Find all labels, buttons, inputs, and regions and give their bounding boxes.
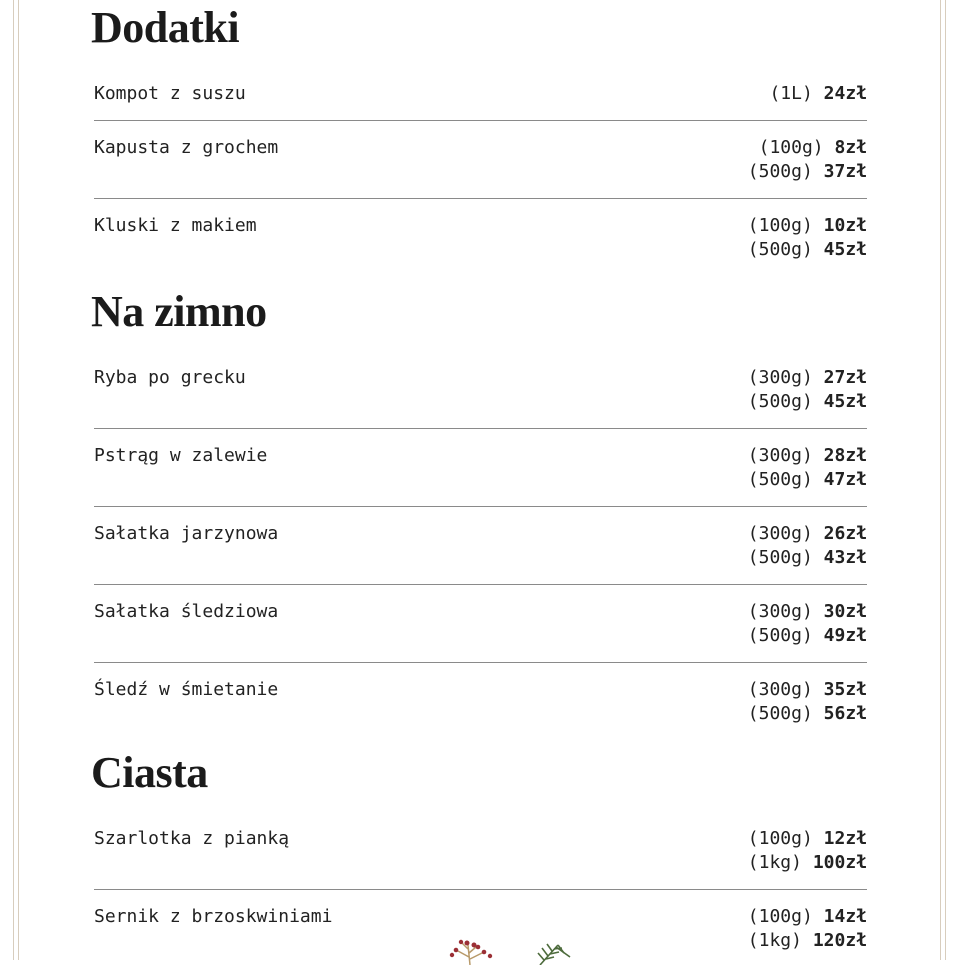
price-value: 100zł [812,852,867,873]
portion-size: (500g) [747,391,813,412]
item-name: Kompot z suszu [94,83,246,104]
menu-item: Śledź w śmietanie (300g) 35zł (500g) 56zł [94,663,867,740]
price-line: (1kg) 100zł [748,851,867,875]
portion-size: (500g) [747,625,813,646]
item-name: Sałatka śledziowa [94,601,279,622]
section-heading: Na zimno [91,287,267,336]
price-line: (500g) 49zł [748,624,867,648]
price-line: (100g) 8zł [748,136,867,160]
price-value: 8zł [834,137,867,158]
page-border-right-outer [945,0,946,960]
price-value: 45zł [823,391,867,412]
item-prices: (100g) 12zł (1kg) 100zł [748,827,867,875]
price-value: 47zł [823,469,867,490]
item-prices: (300g) 35zł (500g) 56zł [748,678,867,726]
price-line: (300g) 30zł [748,600,867,624]
menu-item: Pstrąg w zalewie (300g) 28zł (500g) 47zł [94,429,867,507]
page-border-right-inner [940,0,941,960]
menu-item: Sałatka śledziowa (300g) 30zł (500g) 49zł [94,585,867,663]
item-name: Kapusta z grochem [94,137,279,158]
price-line: (500g) 47zł [748,468,867,492]
price-value: 43zł [823,547,867,568]
portion-size: (100g) [747,215,813,236]
item-prices: (100g) 14zł (1kg) 120zł [748,905,867,953]
item-prices: (100g) 8zł (500g) 37zł [748,136,867,184]
portion-size: (500g) [747,469,813,490]
item-name: Szarlotka z pianką [94,828,290,849]
portion-size: (500g) [747,239,813,260]
price-value: 26zł [823,523,867,544]
price-value: 30zł [823,601,867,622]
price-value: 37zł [823,161,867,182]
price-line: (500g) 45zł [748,390,867,414]
portion-size: (100g) [758,137,824,158]
price-value: 12zł [823,828,867,849]
price-line: (300g) 28zł [748,444,867,468]
price-value: 14zł [823,906,867,927]
price-value: 24zł [823,83,867,104]
menu-section: Dodatki Kompot z suszu (1L) 24zł Kapusta… [91,0,867,276]
price-line: (100g) 14zł [748,905,867,929]
menu-item: Kompot z suszu (1L) 24zł [94,67,867,121]
page-border-left-inner [18,0,19,960]
price-value: 56zł [823,703,867,724]
portion-size: (300g) [747,601,813,622]
price-line: (500g) 43zł [748,546,867,570]
portion-size: (100g) [747,828,813,849]
price-value: 35zł [823,679,867,700]
item-prices: (300g) 26zł (500g) 43zł [748,522,867,570]
menu-item: Sałatka jarzynowa (300g) 26zł (500g) 43zł [94,507,867,585]
menu-section: Ciasta Szarlotka z pianką (100g) 12zł (1k… [91,745,867,967]
menu-item: Ryba po grecku (300g) 27zł (500g) 45zł [94,351,867,429]
portion-size: (1kg) [747,852,802,873]
price-value: 10zł [823,215,867,236]
price-value: 49zł [823,625,867,646]
price-value: 28zł [823,445,867,466]
portion-size: (500g) [747,547,813,568]
price-line: (300g) 27zł [748,366,867,390]
portion-size: (100g) [747,906,813,927]
price-value: 45zł [823,239,867,260]
menu-item: Szarlotka z pianką (100g) 12zł (1kg) 100z… [94,812,867,890]
price-line: (500g) 37zł [748,160,867,184]
portion-size: (300g) [747,445,813,466]
section-heading: Ciasta [91,748,208,797]
price-line: (300g) 26zł [748,522,867,546]
price-line: (500g) 56zł [748,702,867,726]
item-name: Śledź w śmietanie [94,679,279,700]
section-heading: Dodatki [91,3,240,52]
price-line: (500g) 45zł [748,238,867,262]
portion-size: (1L) [769,83,813,104]
portion-size: (300g) [747,367,813,388]
menu-item: Sernik z brzoskwiniami (100g) 14zł (1kg) … [94,890,867,967]
price-value: 27zł [823,367,867,388]
page-border-left-outer [13,0,14,960]
portion-size: (500g) [747,161,813,182]
portion-size: (300g) [747,679,813,700]
item-name: Sernik z brzoskwiniami [94,906,333,927]
price-value: 120zł [812,930,867,951]
portion-size: (500g) [747,703,813,724]
portion-size: (300g) [747,523,813,544]
item-name: Sałatka jarzynowa [94,523,279,544]
item-prices: (300g) 28zł (500g) 47zł [748,444,867,492]
menu-section: Na zimno Ryba po grecku (300g) 27zł (500g… [91,284,867,740]
menu-item: Kluski z makiem (100g) 10zł (500g) 45zł [94,199,867,276]
portion-size: (1kg) [747,930,802,951]
item-prices: (100g) 10zł (500g) 45zł [748,214,867,262]
price-line: (100g) 10zł [748,214,867,238]
item-name: Kluski z makiem [94,215,257,236]
item-prices: (300g) 30zł (500g) 49zł [748,600,867,648]
price-line: (300g) 35zł [748,678,867,702]
holly-pine-decoration-icon [449,939,571,965]
item-name: Pstrąg w zalewie [94,445,268,466]
item-prices: (1L) 24zł [769,82,867,106]
price-line: (1kg) 120zł [748,929,867,953]
menu-item: Kapusta z grochem (100g) 8zł (500g) 37zł [94,121,867,199]
price-line: (1L) 24zł [769,82,867,106]
price-line: (100g) 12zł [748,827,867,851]
item-prices: (300g) 27zł (500g) 45zł [748,366,867,414]
item-name: Ryba po grecku [94,367,246,388]
